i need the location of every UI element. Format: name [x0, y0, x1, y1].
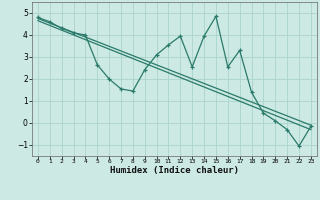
X-axis label: Humidex (Indice chaleur): Humidex (Indice chaleur) [110, 166, 239, 175]
